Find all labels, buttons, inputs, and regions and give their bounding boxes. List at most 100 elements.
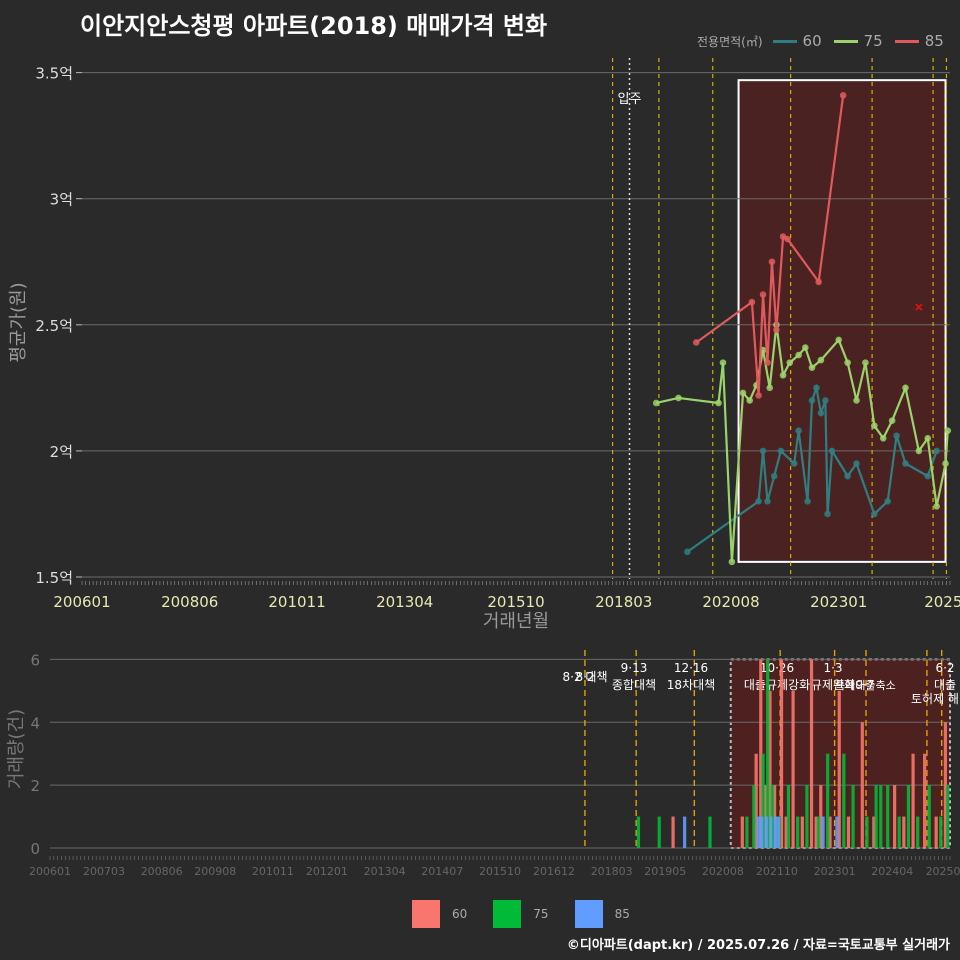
price-point-60 bbox=[759, 447, 767, 455]
volume-bar-60 bbox=[819, 785, 823, 848]
volume-bar-75 bbox=[916, 816, 920, 848]
price-point-85 bbox=[692, 339, 700, 346]
volume-bar-85 bbox=[683, 816, 687, 848]
price-point-60 bbox=[828, 447, 836, 455]
price-x-axis-label: 거래년월 bbox=[483, 611, 549, 632]
price-point-60 bbox=[764, 498, 771, 505]
volume-x-tick-label: 200908 bbox=[194, 865, 236, 878]
policy-date-label: 8·2 bbox=[575, 670, 594, 684]
policy-date-label: 9·7 bbox=[855, 678, 874, 692]
price-point-75 bbox=[746, 397, 753, 404]
volume-bar-85 bbox=[764, 816, 768, 848]
volume-x-tick-label: 201510 bbox=[479, 865, 521, 878]
price-x-tick-label: 201304 bbox=[376, 593, 433, 611]
price-point-60 bbox=[933, 447, 940, 455]
price-point-75 bbox=[871, 422, 878, 429]
price-point-60 bbox=[824, 510, 831, 518]
price-point-75 bbox=[853, 397, 860, 404]
volume-bar-75 bbox=[745, 816, 749, 848]
price-point-75 bbox=[915, 447, 923, 455]
volume-bar-85 bbox=[776, 816, 780, 848]
price-point-85 bbox=[759, 291, 767, 298]
volume-x-tick-label: 202008 bbox=[702, 865, 744, 878]
price-point-75 bbox=[802, 344, 809, 351]
volume-x-tick-label: 202301 bbox=[814, 865, 856, 878]
volume-x-tick-label: 201011 bbox=[252, 865, 294, 878]
volume-x-tick-label: 200601 bbox=[29, 865, 71, 878]
area-legend: 전용면적(㎡) 60 75 85 bbox=[697, 32, 950, 50]
price-point-85 bbox=[755, 392, 762, 399]
price-point-60 bbox=[804, 498, 811, 505]
price-point-85 bbox=[839, 92, 847, 99]
legend-item-75: 75 bbox=[833, 32, 883, 50]
volume-x-tick-label: 200703 bbox=[83, 865, 125, 878]
price-point-75 bbox=[888, 417, 896, 424]
volume-bar-60 bbox=[923, 753, 927, 848]
price-point-75 bbox=[808, 364, 816, 371]
policy-date-label: 12·16 bbox=[674, 661, 708, 675]
volume-bar-60 bbox=[872, 816, 876, 848]
policy-date-label: 1·3 bbox=[823, 661, 842, 675]
volume-bar-75 bbox=[708, 816, 712, 848]
price-point-60 bbox=[684, 548, 691, 556]
volume-x-tick-label: 201905 bbox=[644, 865, 686, 878]
price-point-60 bbox=[902, 460, 909, 467]
volume-y-tick-label: 6 bbox=[30, 651, 40, 669]
price-x-tick-label: 201011 bbox=[268, 593, 325, 611]
volume-bar-85 bbox=[756, 816, 761, 848]
volume-bar-75 bbox=[636, 816, 641, 848]
legend-label-60: 60 bbox=[802, 32, 822, 50]
price-point-60 bbox=[822, 397, 829, 404]
legend-item-85: 85 bbox=[894, 32, 944, 50]
price-point-75 bbox=[719, 359, 727, 366]
price-point-85 bbox=[768, 258, 776, 266]
policy-label: 종합대책 bbox=[612, 677, 656, 692]
volume-bar-60 bbox=[809, 659, 814, 848]
price-point-60 bbox=[795, 427, 802, 435]
volume-x-tick-label: 200806 bbox=[141, 865, 183, 878]
volume-y-axis-label: 거래량(건) bbox=[6, 709, 27, 789]
price-point-75 bbox=[924, 434, 932, 442]
price-point-75 bbox=[817, 356, 825, 364]
price-x-tick-label: 202301 bbox=[810, 593, 867, 611]
volume-legend: 60 75 85 bbox=[412, 900, 646, 928]
volume-bar-75 bbox=[796, 816, 800, 848]
price-x-tick-label: 2025 bbox=[924, 593, 960, 611]
volume-bar-60 bbox=[759, 659, 763, 848]
price-y-tick-label: 3.5억 bbox=[35, 65, 73, 83]
volume-x-tick-label: 20250 bbox=[926, 865, 960, 878]
volume-bar-85 bbox=[769, 816, 773, 848]
price-point-75 bbox=[902, 384, 909, 392]
volume-legend-item-60: 60 bbox=[412, 900, 467, 928]
volume-bar-60 bbox=[791, 690, 795, 848]
volume-x-tick-label: 201304 bbox=[364, 865, 406, 878]
volume-bar-75 bbox=[897, 816, 901, 848]
legend-item-60: 60 bbox=[772, 32, 822, 50]
price-point-85 bbox=[773, 326, 780, 334]
price-point-75 bbox=[766, 384, 774, 392]
volume-legend-label-60: 60 bbox=[452, 907, 468, 921]
price-point-75 bbox=[795, 351, 802, 359]
price-point-75 bbox=[728, 558, 736, 566]
volume-bar-75 bbox=[874, 785, 878, 848]
policy-label: 8·2 대책 bbox=[563, 669, 608, 684]
volume-bar-60 bbox=[814, 816, 818, 848]
volume-bar-75 bbox=[851, 785, 855, 848]
move-in-label: 입주 bbox=[618, 92, 642, 107]
price-point-60 bbox=[844, 472, 851, 480]
volume-bar-60 bbox=[800, 816, 804, 848]
volume-bar-75 bbox=[886, 785, 890, 848]
volume-bar-60 bbox=[893, 785, 897, 848]
volume-x-tick-label: 201803 bbox=[591, 865, 633, 878]
price-point-60 bbox=[777, 447, 785, 455]
price-point-60 bbox=[755, 498, 762, 505]
price-point-75 bbox=[835, 336, 843, 344]
price-outlier-85 bbox=[915, 303, 923, 311]
volume-bar-75 bbox=[939, 816, 943, 848]
volume-bar-60 bbox=[754, 753, 758, 848]
volume-bar-60 bbox=[671, 816, 675, 848]
volume-legend-label-75: 75 bbox=[533, 907, 549, 921]
volume-bar-75 bbox=[805, 785, 809, 848]
legend-label-85: 85 bbox=[924, 32, 944, 50]
volume-bar-75 bbox=[752, 785, 756, 848]
